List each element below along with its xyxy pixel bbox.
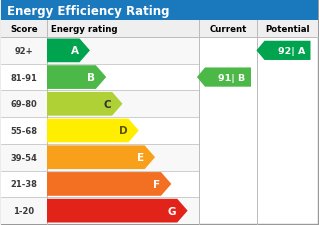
Bar	[1, 64, 199, 91]
Bar	[1, 91, 199, 118]
Text: 92+: 92+	[15, 47, 33, 56]
Bar	[1, 144, 199, 171]
Text: Potential: Potential	[265, 25, 310, 34]
Polygon shape	[197, 68, 251, 87]
Bar	[1, 118, 199, 144]
Text: 21-38: 21-38	[11, 180, 37, 189]
Text: Score: Score	[10, 25, 38, 34]
Text: 91| B: 91| B	[219, 73, 246, 82]
Text: D: D	[119, 126, 127, 136]
Bar	[1, 171, 199, 197]
Text: F: F	[153, 179, 160, 189]
Text: 1-20: 1-20	[13, 206, 34, 215]
Polygon shape	[47, 92, 122, 116]
Polygon shape	[47, 146, 155, 169]
Polygon shape	[47, 119, 139, 143]
Text: Energy rating: Energy rating	[51, 25, 117, 34]
Bar	[1, 21, 318, 38]
Polygon shape	[47, 199, 188, 223]
Text: G: G	[168, 206, 176, 216]
Text: 69-80: 69-80	[11, 100, 37, 109]
Text: Energy Efficiency Rating: Energy Efficiency Rating	[7, 4, 169, 17]
Bar	[1, 38, 199, 64]
Text: 39-54: 39-54	[11, 153, 37, 162]
Text: E: E	[137, 153, 144, 162]
Text: 81-91: 81-91	[11, 73, 37, 82]
Polygon shape	[47, 172, 171, 196]
Text: Current: Current	[209, 25, 247, 34]
Text: 92| A: 92| A	[278, 47, 305, 56]
Polygon shape	[47, 39, 90, 63]
Text: C: C	[103, 99, 111, 109]
Text: 55-68: 55-68	[11, 126, 38, 135]
Bar	[1, 197, 199, 224]
Polygon shape	[256, 42, 310, 61]
Text: A: A	[70, 46, 78, 56]
Polygon shape	[47, 66, 106, 90]
Bar	[1, 1, 318, 21]
Text: B: B	[87, 73, 95, 83]
